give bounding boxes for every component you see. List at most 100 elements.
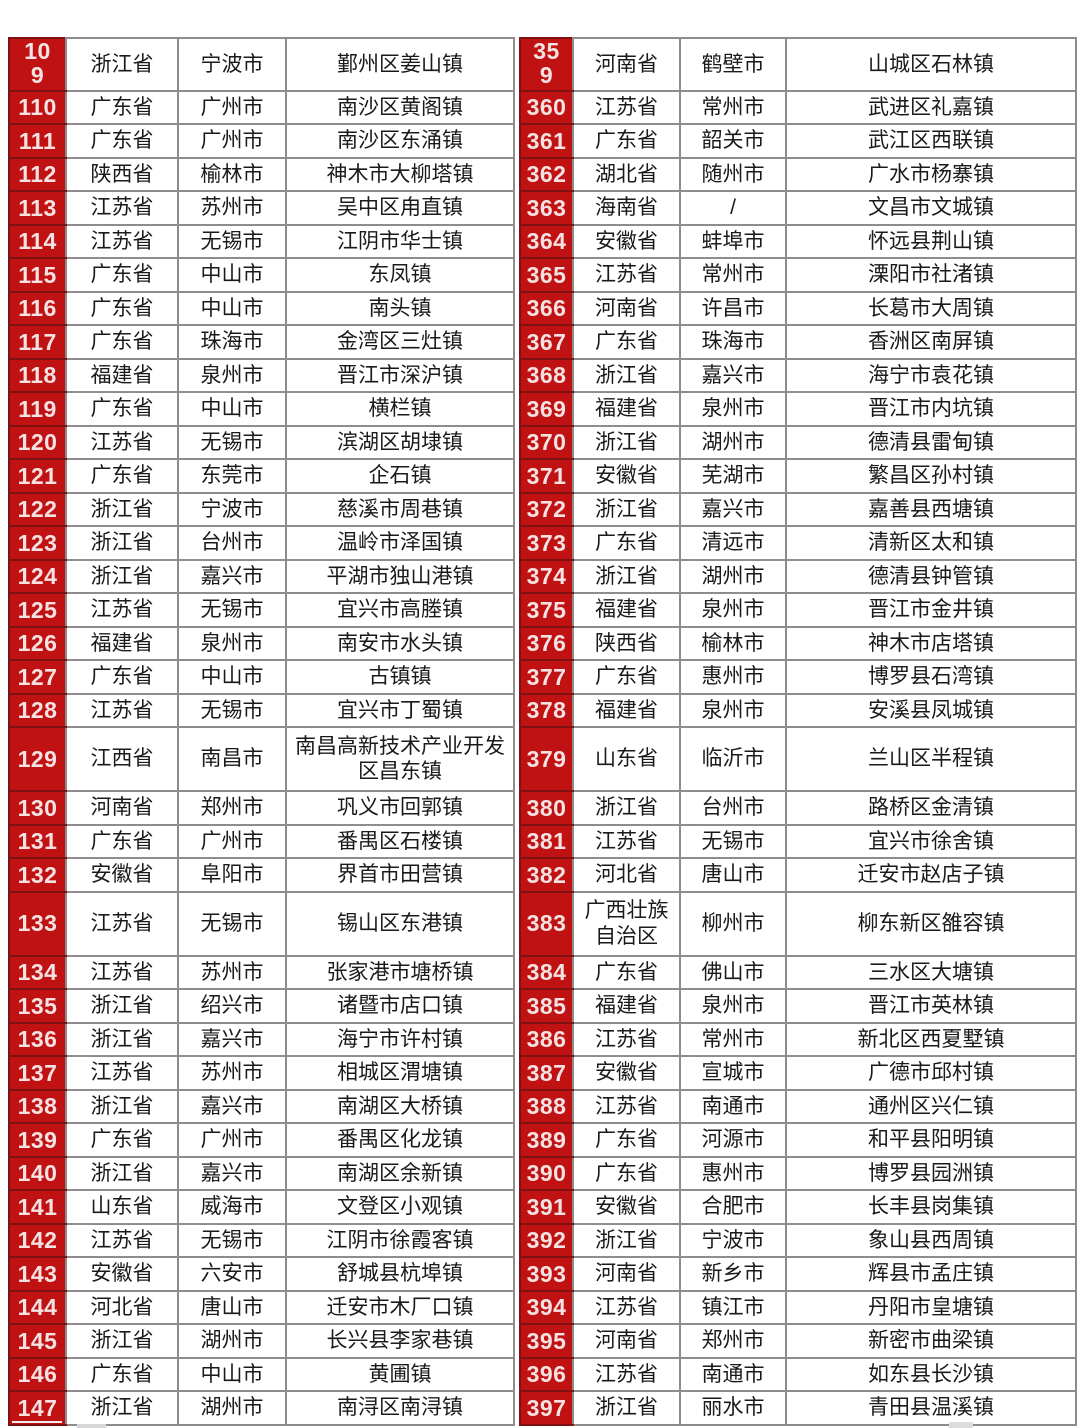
table-row: 373 广东省 清远市 清新区太和镇 <box>519 525 1077 561</box>
table-row: 111 广东省 广州市 南沙区东涌镇 <box>8 123 515 159</box>
table-row: 139 广东省 广州市 番禺区化龙镇 <box>8 1122 515 1158</box>
table-row: 388 江苏省 南通市 通州区兴仁镇 <box>519 1088 1077 1125</box>
province-cell: 浙江省 <box>572 1222 681 1259</box>
rank-number: 147 <box>17 1394 58 1421</box>
province-cell: 陕西省 <box>65 156 179 193</box>
town-cell: 三水区大塘镇 <box>785 954 1077 991</box>
rank-cell: 118 <box>8 357 67 394</box>
town-cell: 迁安市赵店子镇 <box>785 857 1077 893</box>
province-cell: 湖北省 <box>572 156 681 193</box>
province-cell: 广东省 <box>572 324 681 360</box>
province-cell: 浙江省 <box>65 988 179 1024</box>
rank-number: 386 <box>526 1026 567 1053</box>
table-row: 387 安徽省 宣城市 广德市邱村镇 <box>519 1055 1077 1091</box>
rank-cell: 397 <box>519 1390 574 1426</box>
rank-number: 117 <box>18 328 57 355</box>
rank-cell: 380 <box>519 790 574 826</box>
rank-cell: 395 <box>519 1323 574 1359</box>
province-cell: 山东省 <box>572 726 681 793</box>
province-cell: 安徽省 <box>572 1189 681 1225</box>
city-cell: 宁波市 <box>177 37 287 92</box>
table-row: 136 浙江省 嘉兴市 海宁市许村镇 <box>8 1021 515 1058</box>
table-row: 390 广东省 惠州市 博罗县园洲镇 <box>519 1155 1077 1192</box>
town-cell: 如东县长沙镇 <box>785 1356 1077 1393</box>
table-row: 394 江苏省 镇江市 丹阳市皇塘镇 <box>519 1289 1077 1326</box>
rank-number: 384 <box>526 959 567 986</box>
province-cell: 浙江省 <box>65 1390 179 1426</box>
rank-cell: 143 <box>8 1256 67 1292</box>
city-cell: 宁波市 <box>177 491 287 528</box>
table-row: 112 陕西省 榆林市 神木市大柳塔镇 <box>8 156 515 193</box>
table-row: 142 江苏省 无锡市 江阴市徐霞客镇 <box>8 1222 515 1259</box>
province-cell: 福建省 <box>572 692 681 729</box>
city-cell: 南昌市 <box>177 726 287 793</box>
rank-cell: 381 <box>519 823 574 860</box>
city-cell: 无锡市 <box>177 692 287 729</box>
province-cell: 江西省 <box>65 726 179 793</box>
ranking-table-right: 359 河南省 鹤壁市 山城区石林镇 360 江苏省 常州市 武进区礼嘉镇 361 广东省 韶关市武… <box>519 37 1077 1426</box>
town-cell: 武进区礼嘉镇 <box>785 89 1077 126</box>
rank-cell: 127 <box>8 659 67 695</box>
rank-number: 114 <box>18 228 57 255</box>
rank-number: 143 <box>17 1260 58 1287</box>
rank-cell: 363 <box>519 190 574 226</box>
town-cell: 迁安市木厂口镇 <box>285 1289 515 1326</box>
rank-number: 130 <box>17 794 58 821</box>
city-cell: 宣城市 <box>679 1055 787 1091</box>
town-cell: 路桥区金清镇 <box>785 790 1077 826</box>
table-row: 375 福建省 泉州市 晋江市金井镇 <box>519 592 1077 628</box>
city-cell: 镇江市 <box>679 1289 787 1326</box>
town-cell: 晋江市内坑镇 <box>785 391 1077 427</box>
rank-number: 115 <box>18 261 57 288</box>
city-cell: 绍兴市 <box>177 988 287 1024</box>
town-cell: 柳东新区雒容镇 <box>785 890 1077 957</box>
rank-number: 112 <box>18 161 57 188</box>
city-cell: 芜湖市 <box>679 458 787 494</box>
rank-number: 137 <box>17 1059 58 1086</box>
rank-cell: 132 <box>8 857 67 893</box>
bottom-edge-cutoff-line <box>12 1421 62 1423</box>
town-cell: 南沙区黄阁镇 <box>285 89 515 126</box>
rank-number: 366 <box>526 295 567 322</box>
province-cell: 广东省 <box>572 123 681 159</box>
rank-number: 124 <box>17 563 58 590</box>
rank-number: 140 <box>17 1160 58 1187</box>
town-cell: 和平县阳明镇 <box>785 1122 1077 1158</box>
rank-cell: 145 <box>8 1323 67 1359</box>
province-cell: 浙江省 <box>65 1088 179 1125</box>
town-cell: 海宁市许村镇 <box>285 1021 515 1058</box>
province-cell: 安徽省 <box>572 1055 681 1091</box>
city-cell: 唐山市 <box>679 857 787 893</box>
city-cell: 湖州市 <box>679 558 787 595</box>
city-cell: 珠海市 <box>679 324 787 360</box>
rank-number: 118 <box>18 362 57 389</box>
rank-cell: 137 <box>8 1055 67 1091</box>
table-row: 365 江苏省 常州市 溧阳市社渚镇 <box>519 257 1077 293</box>
rank-number: 395 <box>526 1327 567 1354</box>
town-cell: 通州区兴仁镇 <box>785 1088 1077 1125</box>
table-row: 128 江苏省 无锡市 宜兴市丁蜀镇 <box>8 692 515 729</box>
table-row: 363 海南省 / 文昌市文城镇 <box>519 190 1077 226</box>
province-cell: 安徽省 <box>572 458 681 494</box>
city-cell: 南通市 <box>679 1356 787 1393</box>
rank-cell: 390 <box>519 1155 574 1192</box>
table-row: 374 浙江省 湖州市 德清县钟管镇 <box>519 558 1077 595</box>
town-cell: 海宁市袁花镇 <box>785 357 1077 394</box>
table-row: 382 河北省 唐山市 迁安市赵店子镇 <box>519 857 1077 893</box>
town-cell: 番禺区石楼镇 <box>285 823 515 860</box>
table-row: 393 河南省 新乡市 辉县市孟庄镇 <box>519 1256 1077 1292</box>
rank-number: 375 <box>526 596 567 623</box>
city-cell: 东莞市 <box>177 458 287 494</box>
city-cell: 嘉兴市 <box>679 491 787 528</box>
rank-cell: 364 <box>519 223 574 260</box>
rank-cell: 144 <box>8 1289 67 1326</box>
city-cell: 临沂市 <box>679 726 787 793</box>
rank-number: 388 <box>526 1093 567 1120</box>
province-cell: 广东省 <box>65 458 179 494</box>
province-cell: 广东省 <box>572 1122 681 1158</box>
city-cell: 许昌市 <box>679 290 787 327</box>
rank-cell: 369 <box>519 391 574 427</box>
bottom-edge-cutoff-box-left <box>77 1424 106 1428</box>
town-cell: 新密市曲梁镇 <box>785 1323 1077 1359</box>
